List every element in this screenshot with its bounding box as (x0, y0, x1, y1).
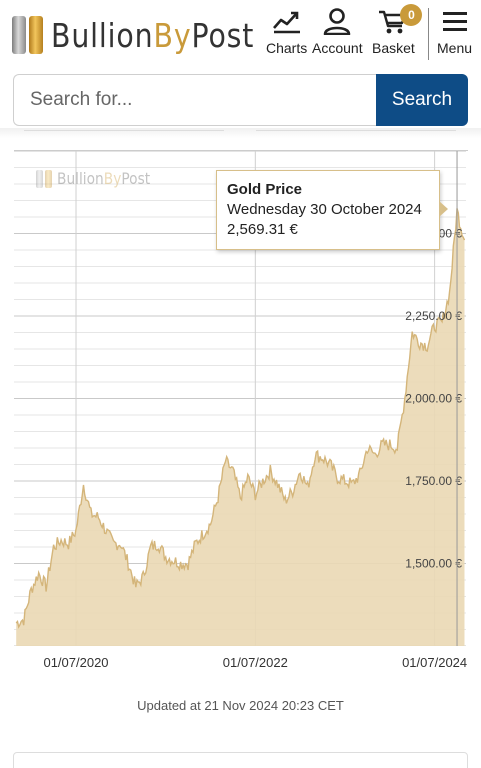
x-tick-label: 01/07/2020 (43, 655, 109, 670)
y-tick-label: 2,250.00 € (405, 309, 462, 323)
nav-account[interactable]: Account (312, 6, 363, 56)
nav-basket-label: Basket (372, 40, 415, 56)
nav-account-label: Account (312, 40, 363, 56)
tooltip-arrow (439, 201, 448, 217)
header-divider (428, 8, 429, 60)
tooltip-date: Wednesday 30 October 2024 (227, 201, 422, 218)
cart-icon: 0 (378, 4, 423, 36)
basket-count-badge: 0 (400, 4, 423, 26)
chart-canvas[interactable]: 1,500.00 € 1,750.00 € 2,000.00 € 2,250.00 €… (14, 151, 468, 646)
chart-tooltip: Gold Price Wednesday 30 October 2024 2,5… (216, 170, 448, 250)
logo-text: BullionByPost (51, 15, 255, 55)
x-tick-label: 01/07/2022 (222, 655, 288, 670)
price-area (16, 208, 465, 646)
hamburger-icon (442, 6, 468, 36)
y-tick-label: 1,750.00 € (405, 474, 462, 488)
nav-menu-label: Menu (437, 40, 473, 56)
watermark-text: BullionByPost (57, 169, 151, 188)
chart-watermark: BullionByPost (36, 169, 165, 188)
user-icon (323, 6, 351, 36)
tooltip-value: 2,569.31 € (227, 221, 298, 238)
header-shadow (0, 128, 481, 138)
nav-menu[interactable]: Menu (437, 6, 472, 56)
search-button[interactable]: Search (376, 74, 468, 126)
y-tick-label: 1,500.00 € (405, 557, 462, 571)
tab-edge-right (256, 130, 456, 134)
nav-charts-label: Charts (266, 40, 308, 56)
y-tick-label: 2,000.00 € (405, 392, 462, 406)
nav-charts[interactable]: Charts (266, 6, 307, 56)
logo-bars-icon (12, 16, 43, 54)
site-logo[interactable]: BullionByPost (12, 14, 287, 56)
x-tick-label: 01/07/2024 (402, 655, 468, 670)
search-input[interactable] (13, 74, 376, 126)
bottom-card (13, 752, 468, 768)
tab-edge-left (24, 130, 224, 134)
nav-basket[interactable]: 0 Basket (372, 4, 423, 56)
price-line (15, 208, 466, 629)
chart-icon (272, 6, 302, 36)
site-header: BullionByPost Charts Account 0 Basket Me… (0, 0, 481, 70)
watermark-bars-icon (36, 169, 52, 188)
gold-price-chart[interactable]: 1,500.00 € 1,750.00 € 2,000.00 € 2,250.00 €… (14, 150, 468, 646)
updated-timestamp: Updated at 21 Nov 2024 20:23 CET (137, 698, 344, 713)
search-bar: Search (13, 74, 468, 126)
tooltip-title: Gold Price (227, 181, 303, 198)
